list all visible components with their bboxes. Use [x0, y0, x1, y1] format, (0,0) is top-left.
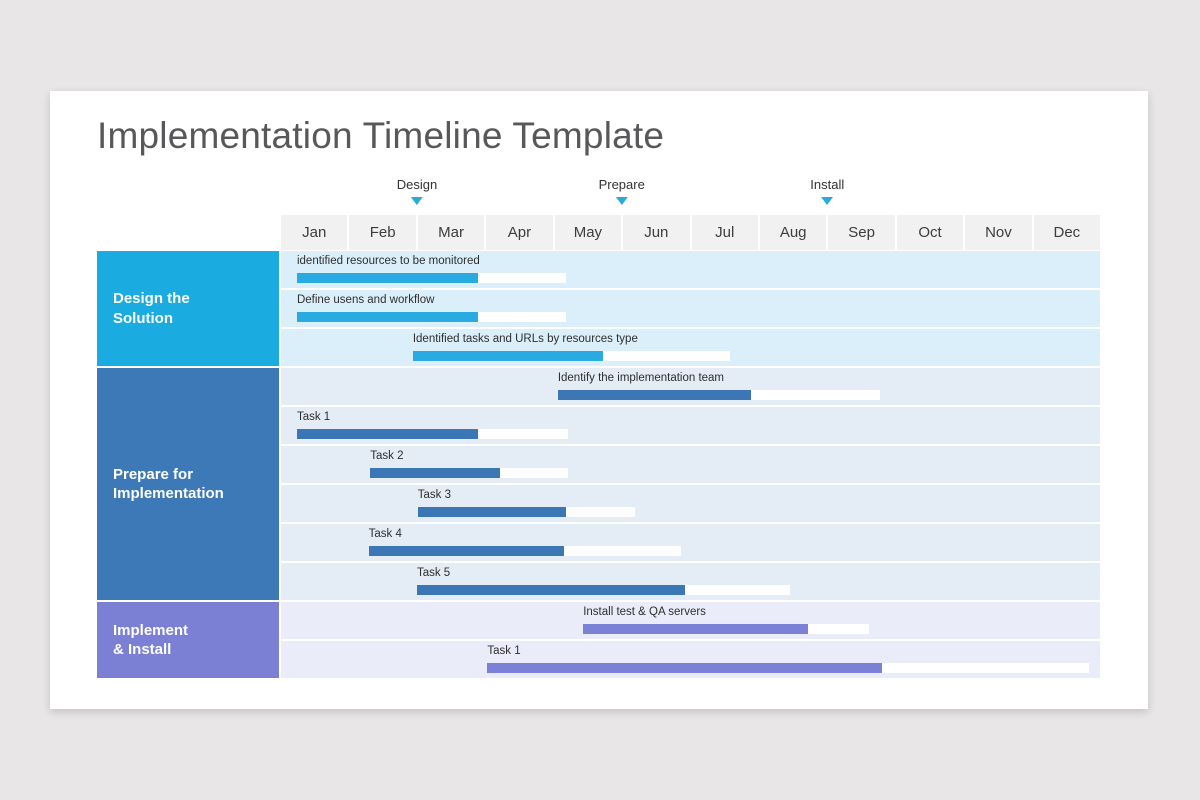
phase-block-label-line: Implement: [113, 621, 189, 639]
task-bar-track: [412, 351, 730, 361]
month-cell-sep: Sep: [828, 215, 895, 250]
task-bar-track: [583, 624, 870, 634]
phase-block-label-line: Design the: [113, 290, 190, 307]
task-label: Task 5: [416, 567, 451, 579]
task-bar-track: [296, 429, 569, 439]
triangle-down-icon: [615, 197, 628, 205]
task-bar-track: [296, 273, 566, 283]
gantt-task-row: identified resources to be monitored: [281, 251, 1100, 288]
month-cell-jul: Jul: [691, 215, 758, 250]
task-bar-fill: [412, 351, 603, 361]
month-header-row: Jan Feb Mar Apr May Jun Jul Aug Sep Oct Nov Dec: [281, 215, 1101, 250]
page-title: Implementation Timeline Template: [97, 115, 665, 156]
task-bar-fill: [296, 429, 478, 439]
phase-marker-label: Design: [396, 177, 438, 192]
phase-marker-label: Prepare: [598, 177, 645, 192]
phase-marker-label: Install: [810, 177, 845, 192]
task-label: Task 1: [296, 411, 331, 423]
gantt-task-row: Task 1: [281, 641, 1100, 678]
phase-block-0: Design the Solution: [97, 251, 279, 366]
phase-block-label-line: Solution: [113, 309, 173, 327]
phase-markers: Design Prepare Install: [281, 177, 1100, 215]
phase-marker-prepare: Prepare: [599, 177, 645, 205]
gantt-task-row: Define usens and workflow: [281, 290, 1100, 327]
task-bar-fill: [557, 390, 752, 400]
month-cell-jun: Jun: [623, 215, 690, 250]
phase-block-2: Implement & Install: [97, 602, 279, 678]
task-bar-fill: [417, 507, 566, 517]
gantt-task-row: Task 3: [281, 485, 1100, 522]
task-bar-fill: [416, 585, 685, 595]
triangle-down-icon: [821, 197, 834, 205]
gantt-task-row: Task 1: [281, 407, 1100, 444]
phase-block-label-line: Prepare for: [113, 465, 194, 483]
phase-block-label-line: Implementation: [113, 485, 224, 502]
task-label: Task 4: [368, 528, 402, 540]
gantt-task-row: Task 4: [281, 524, 1100, 561]
task-bar-fill: [370, 468, 500, 478]
task-bar-track: [296, 312, 566, 322]
phase-block-label-line: & Install: [113, 641, 172, 658]
task-label: Task 3: [417, 489, 452, 501]
task-bar-fill: [487, 663, 883, 673]
phase-marker-install: Install: [810, 177, 844, 205]
task-bar-track: [368, 546, 682, 556]
task-label: Identified tasks and URLs by resources t…: [412, 333, 638, 345]
task-label: Identify the implementation team: [557, 372, 725, 384]
task-bar-track: [370, 468, 568, 478]
month-cell-jan: Jan: [281, 215, 348, 250]
task-bar-track: [557, 390, 880, 400]
slide-card: Implementation Timeline Template Design P…: [50, 91, 1148, 709]
month-cell-may: May: [554, 215, 622, 250]
gantt-task-row: Identified tasks and URLs by resources t…: [281, 329, 1100, 366]
gantt-task-row: Identify the implementation team: [281, 368, 1100, 405]
month-cell-feb: Feb: [349, 215, 416, 250]
task-bar-track: [487, 663, 1090, 673]
task-bar-fill: [296, 312, 478, 322]
month-cell-mar: Mar: [417, 215, 485, 250]
task-bar-fill: [583, 624, 808, 634]
task-label: identified resources to be monitored: [296, 255, 480, 267]
month-cell-aug: Aug: [759, 215, 827, 250]
task-label: Define usens and workflow: [296, 294, 435, 306]
month-cell-apr: Apr: [486, 215, 553, 250]
month-cell-nov: Nov: [965, 215, 1032, 250]
month-cell-oct: Oct: [896, 215, 964, 250]
triangle-down-icon: [410, 197, 423, 205]
task-bar-track: [417, 507, 635, 517]
task-label: Task 2: [370, 450, 404, 462]
phase-marker-design: Design: [397, 177, 437, 205]
task-bar-fill: [296, 273, 478, 283]
task-label: Install test & QA servers: [583, 606, 706, 618]
phase-block-1: Prepare for Implementation: [97, 368, 279, 600]
month-cell-dec: Dec: [1033, 215, 1101, 250]
gantt-task-row: Install test & QA servers: [281, 602, 1100, 639]
task-label: Task 1: [487, 645, 521, 657]
task-bar-fill: [368, 546, 565, 556]
task-bar-track: [416, 585, 790, 595]
gantt-task-row: Task 5: [281, 563, 1100, 600]
gantt-task-row: Task 2: [281, 446, 1100, 483]
